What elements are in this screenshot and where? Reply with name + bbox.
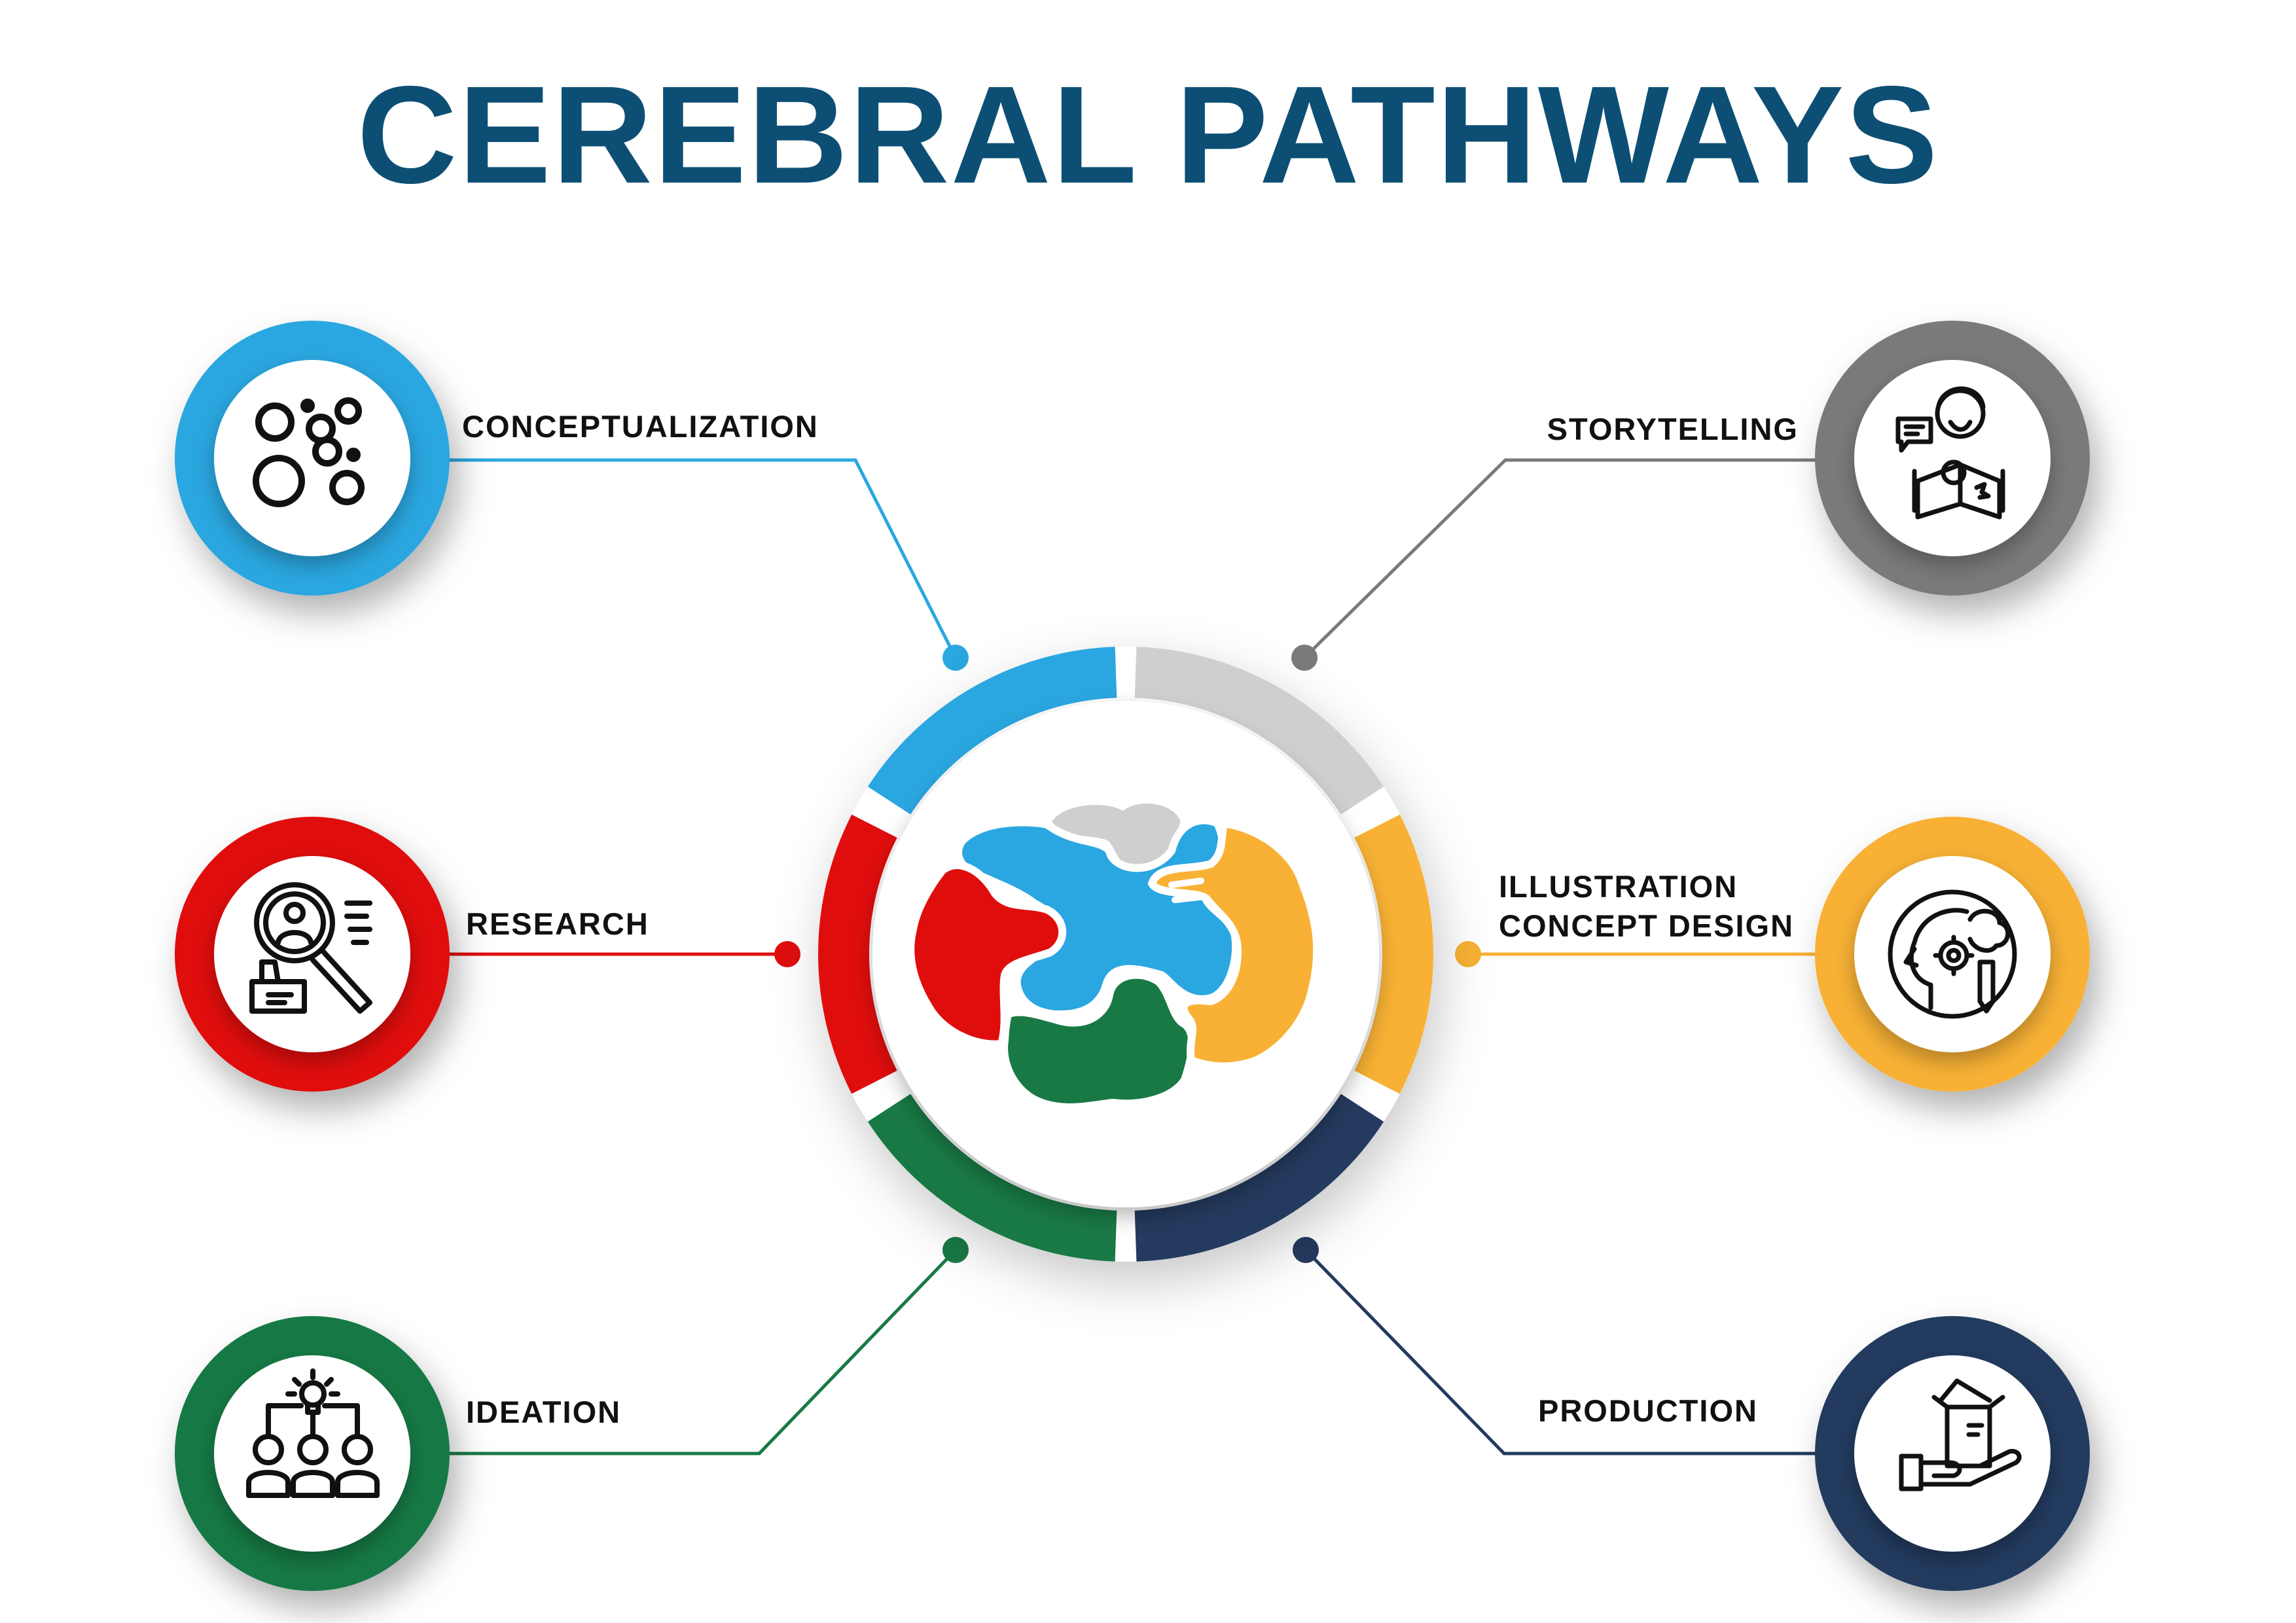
ring-segment-storytelling [1134, 647, 1384, 815]
research-person-magnifier-icon [249, 882, 372, 1014]
connector-dot-ideation [942, 1237, 969, 1263]
ring-segment-production [1134, 1094, 1384, 1262]
label-storytelling: STORYTELLING [1547, 412, 1799, 446]
node-circles [175, 321, 2090, 1591]
page-title: CEREBRAL PATHWAYS [357, 57, 1939, 212]
node-production [1815, 1316, 2090, 1591]
node-research [175, 817, 450, 1092]
label-conceptualization: CONCEPTUALIZATION [462, 409, 819, 444]
circles-icon [253, 397, 365, 507]
connector-conceptualization [448, 458, 958, 659]
connector-dot-storytelling [1291, 645, 1318, 671]
ring-segment-ideation [867, 1094, 1117, 1262]
ring-segment-research [818, 814, 897, 1094]
team-idea-bulb-icon [246, 1368, 380, 1498]
node-conceptualization [175, 321, 450, 596]
node-illustration [1815, 817, 2090, 1092]
hand-holding-box-icon [1899, 1378, 2022, 1491]
connector-dot-illustration [1455, 941, 1481, 967]
connector-ideation [448, 1249, 957, 1455]
connector-production [1304, 1249, 1826, 1455]
central-ring [818, 647, 1433, 1262]
connector-dot-production [1293, 1237, 1319, 1263]
label-ideation: IDEATION [466, 1395, 622, 1429]
label-production: PRODUCTION [1538, 1393, 1758, 1428]
node-storytelling [1815, 321, 2090, 596]
connector-dot-conceptualization [942, 645, 969, 671]
head-brain-gear-pencil-icon [1888, 889, 2017, 1019]
label-illustration: ILLUSTRATION CONCEPT DESIGN [1499, 869, 1795, 943]
puzzle-brain-icon [906, 795, 1321, 1111]
storyteller-reading-icon [1895, 386, 2005, 520]
connector-dot-research [774, 941, 800, 967]
node-ideation [175, 1316, 450, 1591]
connector-storytelling [1303, 458, 1826, 659]
label-research: RESEARCH [466, 906, 649, 941]
connector-lines [448, 458, 1826, 1455]
ring-segment-illustration [1354, 814, 1433, 1094]
ring-segment-conceptualization [867, 647, 1117, 815]
